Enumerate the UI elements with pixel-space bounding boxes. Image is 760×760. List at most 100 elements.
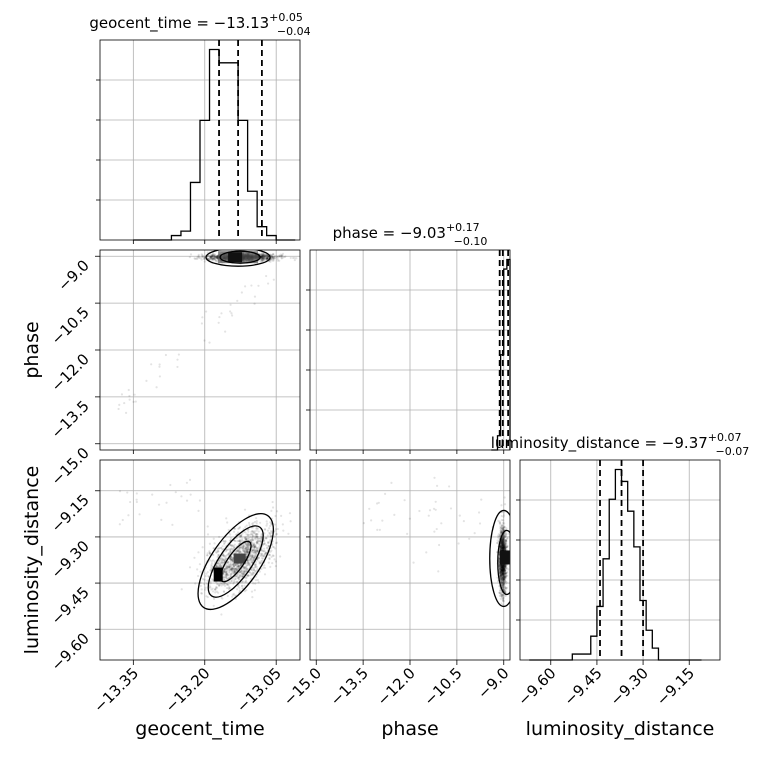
sample-point-geocent_time-luminosity_distance-174: [231, 558, 234, 562]
sample-point-phase-luminosity_distance-1423: [502, 535, 505, 539]
sample-point-geocent_time-luminosity_distance-1493: [222, 553, 225, 556]
sample-point-geocent_time-luminosity_distance-245: [248, 546, 251, 549]
sample-point-geocent_time-luminosity_distance-1356: [244, 526, 247, 529]
sample-point-phase-luminosity_distance-66: [503, 544, 506, 547]
sample-point-phase-luminosity_distance-872: [504, 575, 507, 578]
sample-point-geocent_time-luminosity_distance-60: [254, 566, 257, 569]
sample-point-geocent_time-luminosity_distance-1412: [255, 551, 258, 555]
sample-point-geocent_time-luminosity_distance-211: [231, 547, 234, 550]
sample-point-geocent_time-luminosity_distance-766: [253, 545, 256, 549]
sample-point-geocent_time-luminosity_distance-20: [249, 558, 252, 561]
sample-point-phase-luminosity_distance-1235: [500, 592, 503, 596]
sample-point-phase-luminosity_distance-405: [500, 581, 503, 584]
sample-point-geocent_time-phase-736: [210, 255, 213, 258]
sample-point-phase-luminosity_distance-241: [500, 544, 503, 547]
sample-point-geocent_time-phase-1415: [262, 258, 265, 261]
sample-point-phase-luminosity_distance-1029: [502, 526, 505, 530]
sample-point-phase-luminosity_distance-140: [503, 587, 506, 590]
scatter-phase-luminosity_distance: [362, 476, 510, 607]
sample-point-geocent_time-luminosity_distance-19: [249, 532, 253, 535]
sample-point-phase-luminosity_distance-1436: [503, 541, 506, 544]
sample-point-phase-luminosity_distance-652: [502, 565, 505, 569]
sample-point-phase-luminosity_distance-745: [502, 546, 505, 549]
sample-point-phase-luminosity_distance-351: [502, 567, 505, 570]
sample-point-geocent_time-luminosity_distance-1423: [229, 563, 232, 566]
sample-point-phase-luminosity_distance-655: [503, 548, 507, 551]
sample-point-geocent_time-luminosity_distance-620: [232, 571, 235, 575]
sample-point-geocent_time-luminosity_distance-1165: [227, 561, 230, 564]
sample-point-geocent_time-phase-1543: [164, 353, 168, 357]
sample-point-geocent_time-phase-1429: [273, 255, 276, 258]
sample-point-phase-luminosity_distance-143: [502, 536, 505, 539]
sample-point-phase-luminosity_distance-508: [499, 566, 502, 569]
sample-point-geocent_time-luminosity_distance-407: [215, 585, 218, 589]
sample-point-phase-luminosity_distance-144: [505, 581, 508, 584]
sample-point-geocent_time-phase-1535: [217, 321, 220, 324]
sample-point-geocent_time-phase-1539: [265, 274, 268, 278]
sample-point-geocent_time-luminosity_distance-1502: [188, 478, 192, 481]
sample-point-geocent_time-luminosity_distance-960: [258, 570, 261, 573]
sample-point-geocent_time-luminosity_distance-1317: [221, 548, 224, 551]
sample-point-geocent_time-luminosity_distance-118: [206, 596, 209, 599]
sample-point-phase-luminosity_distance-341: [500, 542, 503, 546]
sample-point-geocent_time-luminosity_distance-122: [271, 554, 274, 557]
sample-point-geocent_time-luminosity_distance-15: [239, 535, 243, 538]
sample-point-geocent_time-luminosity_distance-779: [217, 553, 220, 556]
sample-point-geocent_time-phase-1069: [206, 251, 209, 254]
sample-point-phase-luminosity_distance-908: [500, 577, 503, 580]
sample-point-geocent_time-luminosity_distance-1474: [228, 565, 231, 568]
sample-point-phase-luminosity_distance-1475: [502, 585, 505, 589]
sample-point-phase-luminosity_distance-1360: [503, 572, 506, 575]
sample-point-phase-luminosity_distance-49: [498, 566, 501, 570]
sample-point-geocent_time-luminosity_distance-110: [243, 569, 246, 573]
sample-point-geocent_time-luminosity_distance-811: [232, 592, 235, 596]
sample-point-geocent_time-luminosity_distance-1281: [240, 573, 243, 576]
sample-point-phase-luminosity_distance-316: [500, 541, 503, 545]
sample-point-geocent_time-phase-397: [266, 257, 269, 260]
sample-point-phase-luminosity_distance-919: [499, 592, 502, 595]
sample-point-geocent_time-luminosity_distance-733: [259, 540, 262, 543]
sample-point-phase-luminosity_distance-1054: [502, 539, 505, 542]
sample-point-geocent_time-luminosity_distance-178: [274, 514, 277, 518]
sample-point-geocent_time-luminosity_distance-984: [210, 588, 213, 591]
sample-point-geocent_time-luminosity_distance-48: [215, 590, 218, 593]
sample-point-phase-luminosity_distance-1369: [500, 595, 504, 599]
sample-point-phase-luminosity_distance-304: [500, 569, 503, 572]
sample-point-geocent_time-luminosity_distance-237: [227, 583, 230, 586]
sample-point-phase-luminosity_distance-47: [503, 576, 506, 579]
sample-point-geocent_time-luminosity_distance-247: [229, 561, 232, 564]
sample-point-geocent_time-phase-1179: [261, 256, 264, 260]
sample-point-phase-luminosity_distance-1526: [447, 485, 451, 488]
sample-point-phase-luminosity_distance-862: [501, 527, 504, 530]
sample-point-geocent_time-luminosity_distance-1293: [263, 553, 266, 557]
sample-point-phase-luminosity_distance-1039: [502, 565, 505, 568]
sample-point-geocent_time-luminosity_distance-1372: [229, 556, 232, 559]
sample-point-geocent_time-luminosity_distance-423: [214, 591, 217, 594]
sample-point-geocent_time-phase-236: [211, 253, 214, 256]
x-tick-label-phase-0: −15.0: [280, 664, 325, 709]
sample-point-phase-luminosity_distance-1198: [498, 591, 501, 595]
sample-point-geocent_time-luminosity_distance-461: [219, 546, 223, 550]
sample-point-geocent_time-phase-1366: [262, 255, 265, 258]
sample-point-phase-luminosity_distance-742: [500, 574, 503, 578]
sample-point-geocent_time-phase-608: [262, 254, 265, 257]
sample-point-geocent_time-luminosity_distance-1290: [219, 562, 222, 565]
sample-point-geocent_time-luminosity_distance-838: [252, 571, 255, 574]
sample-point-geocent_time-luminosity_distance-1252: [223, 582, 226, 585]
sample-point-phase-luminosity_distance-1127: [501, 539, 504, 543]
sample-point-geocent_time-luminosity_distance-176: [242, 571, 245, 575]
sample-point-phase-luminosity_distance-905: [501, 571, 504, 575]
sample-point-phase-luminosity_distance-347: [503, 548, 506, 551]
sample-point-phase-luminosity_distance-515: [501, 540, 504, 544]
sample-point-phase-luminosity_distance-1431: [500, 571, 504, 574]
sample-point-phase-luminosity_distance-587: [501, 540, 505, 543]
sample-point-geocent_time-luminosity_distance-299: [239, 550, 242, 553]
sample-point-geocent_time-luminosity_distance-1513: [198, 499, 201, 502]
sample-point-geocent_time-phase-1311: [214, 256, 217, 259]
sample-point-geocent_time-luminosity_distance-854: [256, 539, 260, 543]
sample-point-geocent_time-luminosity_distance-398: [269, 534, 272, 537]
sample-point-phase-luminosity_distance-937: [497, 519, 500, 522]
sample-point-phase-luminosity_distance-1528: [390, 481, 393, 485]
sample-point-geocent_time-luminosity_distance-261: [234, 533, 238, 536]
